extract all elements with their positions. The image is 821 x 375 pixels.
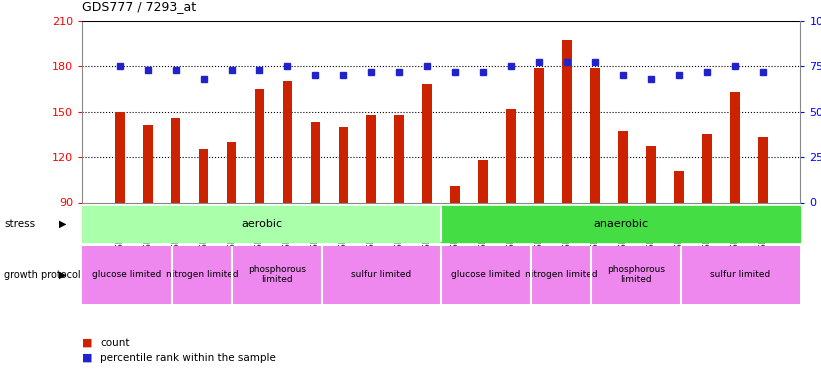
Bar — [423, 84, 432, 203]
Text: nitrogen limited: nitrogen limited — [166, 270, 238, 279]
Bar — [172, 246, 232, 304]
Text: phosphorous
limited: phosphorous limited — [607, 265, 665, 284]
Text: aerobic: aerobic — [241, 219, 282, 229]
Bar — [590, 68, 600, 203]
Bar — [591, 246, 681, 304]
Text: phosphorous
limited: phosphorous limited — [248, 265, 305, 284]
Bar — [758, 137, 768, 202]
Bar — [82, 206, 442, 242]
Text: stress: stress — [4, 219, 35, 229]
Bar — [338, 127, 348, 202]
Text: count: count — [100, 338, 130, 348]
Bar — [442, 246, 531, 304]
Text: glucose limited: glucose limited — [92, 270, 162, 279]
Bar — [534, 68, 544, 203]
Bar — [531, 246, 591, 304]
Bar — [646, 146, 656, 202]
Bar — [681, 246, 800, 304]
Text: GDS777 / 7293_at: GDS777 / 7293_at — [82, 0, 196, 13]
Bar — [394, 115, 404, 202]
Bar — [143, 125, 153, 202]
Text: percentile rank within the sample: percentile rank within the sample — [100, 353, 276, 363]
Text: sulfur limited: sulfur limited — [710, 270, 771, 279]
Bar — [232, 246, 322, 304]
Text: ▶: ▶ — [59, 219, 67, 229]
Bar — [171, 118, 181, 202]
Bar — [730, 92, 740, 202]
Bar — [282, 81, 292, 203]
Bar — [227, 142, 236, 202]
Text: ▶: ▶ — [59, 270, 67, 280]
Bar — [702, 134, 712, 202]
Bar — [479, 160, 488, 202]
Text: glucose limited: glucose limited — [452, 270, 521, 279]
Bar — [451, 186, 460, 202]
Bar — [322, 246, 442, 304]
Bar — [255, 89, 264, 202]
Text: anaerobic: anaerobic — [594, 219, 649, 229]
Text: nitrogen limited: nitrogen limited — [525, 270, 598, 279]
Bar — [82, 246, 172, 304]
Bar — [618, 131, 628, 203]
Bar — [199, 150, 209, 202]
Bar — [507, 108, 516, 202]
Text: ■: ■ — [82, 353, 93, 363]
Bar — [562, 40, 572, 203]
Text: ■: ■ — [82, 338, 93, 348]
Text: growth protocol: growth protocol — [4, 270, 80, 280]
Bar — [310, 122, 320, 202]
Bar — [115, 112, 125, 202]
Text: sulfur limited: sulfur limited — [351, 270, 411, 279]
Bar — [366, 115, 376, 202]
Bar — [674, 171, 684, 202]
Bar — [442, 206, 800, 242]
